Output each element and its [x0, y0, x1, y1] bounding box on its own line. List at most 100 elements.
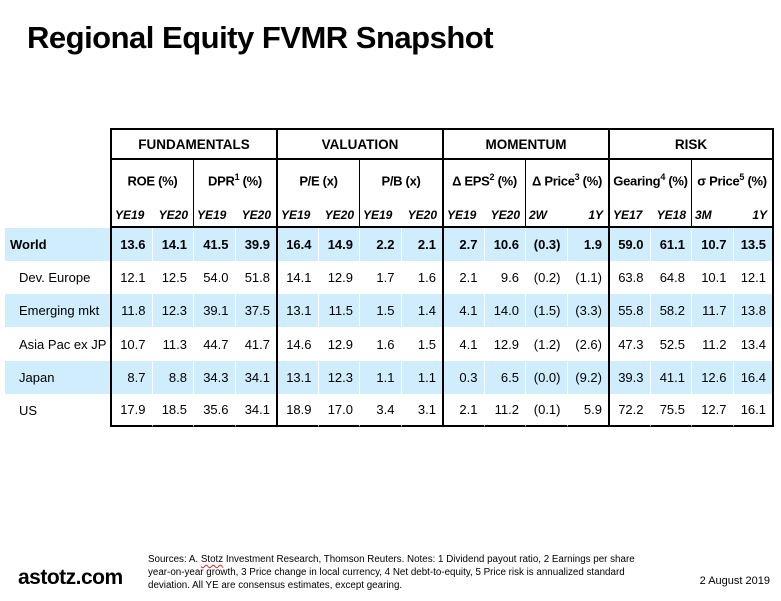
period-labels-dpr: YE19 YE20: [193, 204, 276, 228]
data-cell: 1.5: [400, 327, 443, 361]
sources-line-1: Sources: A. Stotz Investment Research, T…: [148, 553, 676, 566]
data-cell: 18.5: [151, 393, 193, 427]
data-cell: (3.3): [566, 294, 608, 328]
subheader-pe: P/E (x): [276, 160, 359, 204]
data-cell: 13.6: [110, 228, 152, 262]
data-cell: 59.0: [608, 228, 650, 262]
subheader-unit: (%): [665, 173, 688, 189]
data-cell: 6.5: [483, 360, 525, 394]
subheader-pb: P/B (x): [359, 160, 442, 204]
subheader-unit: (%): [154, 173, 178, 189]
data-cell: 11.3: [151, 327, 194, 361]
data-cell: 39.3: [608, 360, 650, 394]
sources-text: Investment Research, Thomson Reuters. No…: [223, 554, 635, 565]
data-cell: 1.5: [359, 294, 401, 328]
data-cell: 12.3: [151, 294, 193, 328]
data-cell: 18.9: [276, 393, 318, 427]
data-cell: 55.8: [608, 294, 650, 328]
data-cell: (1.1): [566, 261, 609, 295]
data-cell: 35.6: [193, 393, 235, 427]
data-cell: 5.9: [566, 393, 608, 427]
subheader-text: ROE: [127, 173, 156, 189]
data-cell: 8.8: [151, 360, 193, 394]
subheader-text: DPR: [208, 173, 235, 189]
period-labels-roe: YE19 YE20: [110, 204, 193, 228]
data-cell: 41.5: [193, 228, 235, 262]
period-label: YE20: [158, 208, 188, 222]
data-cell: 12.5: [151, 261, 194, 295]
data-cell: 11.5: [317, 294, 359, 328]
subheader-text: P/E: [299, 173, 320, 189]
period-labels-price-change: 2W 1Y: [525, 204, 608, 228]
table-corner-spacer: [5, 128, 110, 228]
data-cell: 2.2: [359, 228, 401, 262]
subheader-price-risk: σ Price5 (%): [691, 160, 774, 204]
data-cell: 17.0: [317, 393, 359, 427]
column-group-valuation: VALUATION: [276, 128, 442, 160]
data-cell: 54.0: [193, 261, 235, 295]
data-cell: 10.6: [483, 228, 525, 262]
sources-text: Sources: A.: [148, 554, 201, 565]
subheader-footnote: 5: [739, 172, 745, 182]
subheader-dpr: DPR1 (%): [193, 160, 276, 204]
subheader-price-change: Δ Price3 (%): [525, 160, 608, 204]
data-cell: 1.6: [359, 327, 401, 361]
subheader-footnote: 2: [489, 172, 495, 182]
data-cell: 12.1: [732, 261, 774, 295]
data-cell: 51.8: [234, 261, 277, 295]
period-label: YE20: [407, 208, 437, 222]
data-cell: 1.1: [400, 360, 442, 394]
data-cell: 3.1: [400, 393, 442, 427]
data-cell: 1.6: [400, 261, 443, 295]
data-cell: 10.7: [110, 327, 152, 361]
period-label: YE17: [613, 208, 643, 222]
data-cell: 39.9: [234, 228, 276, 262]
data-cell: (0.0): [525, 360, 567, 394]
data-cell: (0.3): [525, 228, 567, 262]
subheader-unit: (%): [579, 173, 603, 189]
period-labels-pb: YE19 YE20: [359, 204, 442, 228]
subheader-gearing: Gearing4 (%): [608, 160, 691, 204]
data-cell: 3.4: [359, 393, 401, 427]
slide-date: 2 August 2019: [699, 575, 770, 587]
data-cell: (0.2): [525, 261, 567, 295]
period-labels-gearing: YE17 YE18: [608, 204, 691, 228]
data-cell: (2.6): [566, 327, 609, 361]
data-cell: 41.7: [234, 327, 277, 361]
column-group-risk: RISK: [608, 128, 774, 160]
row-label: Dev. Europe: [19, 270, 91, 286]
subheader-text: P/B: [381, 173, 403, 189]
row-label: World: [5, 228, 110, 262]
subheader-footnote: 3: [574, 172, 580, 182]
period-label: 1Y: [588, 208, 603, 222]
data-cell: 12.9: [483, 327, 526, 361]
column-group-momentum: MOMENTUM: [442, 128, 608, 160]
sources-line-3: deviation. All YE are consensus estimate…: [148, 580, 403, 591]
data-cell: 63.8: [608, 261, 650, 295]
data-cell: 1.4: [400, 294, 442, 328]
data-cell: 4.1: [442, 327, 484, 361]
period-label: 2W: [529, 208, 547, 222]
data-cell: 34.3: [193, 360, 235, 394]
data-cell: (9.2): [566, 360, 608, 394]
data-cell: 61.1: [649, 228, 691, 262]
data-cell: 16.1: [732, 393, 774, 427]
data-cell: 47.3: [608, 327, 650, 361]
period-labels-eps-growth: YE19 YE20: [442, 204, 525, 228]
data-cell: 12.9: [317, 327, 360, 361]
data-cell: 14.1: [151, 228, 193, 262]
subheader-text: Δ Price: [531, 173, 575, 189]
data-cell: 10.7: [691, 228, 733, 262]
data-cell: 11.8: [110, 294, 152, 328]
period-label: YE20: [241, 208, 271, 222]
period-labels-price-risk: 3M 1Y: [691, 204, 774, 228]
data-cell: 12.7: [691, 393, 733, 427]
data-cell: 0.3: [442, 360, 484, 394]
data-cell: 13.1: [276, 294, 318, 328]
subheader-footnote: 1: [234, 172, 240, 182]
data-cell: 39.1: [193, 294, 235, 328]
data-cell: 34.1: [234, 360, 276, 394]
data-cell: 13.4: [732, 327, 774, 361]
data-cell: 34.1: [234, 393, 276, 427]
data-cell: (1.2): [525, 327, 567, 361]
